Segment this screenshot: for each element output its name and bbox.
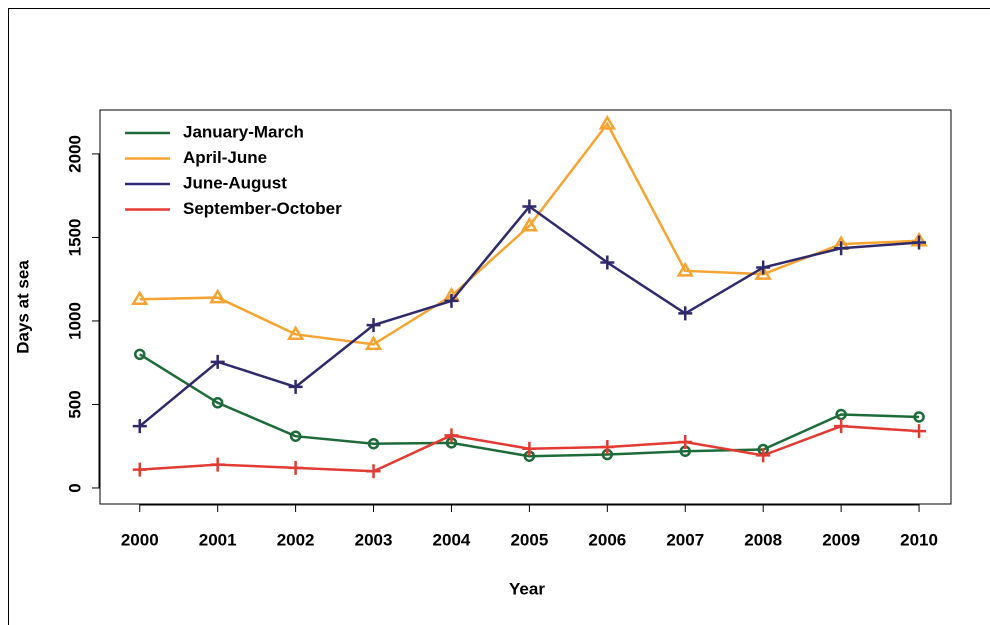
point [288, 460, 303, 475]
x-tick-label: 2005 [510, 530, 548, 549]
x-tick-label: 2002 [277, 530, 315, 549]
point [912, 235, 927, 250]
legend-label: September-October [183, 199, 342, 218]
point [366, 464, 381, 479]
point [913, 411, 925, 423]
legend-label: April-June [183, 148, 267, 167]
x-tick-label: 2004 [433, 530, 471, 549]
point [600, 440, 615, 455]
point [754, 265, 772, 280]
y-tick-label: 1000 [65, 302, 84, 340]
x-tick-label: 2000 [121, 530, 159, 549]
point [678, 435, 693, 450]
series-line [139, 353, 920, 458]
point [208, 288, 227, 304]
figure-frame [8, 8, 990, 625]
point [286, 325, 305, 341]
point [364, 335, 383, 351]
x-tick-label: 2001 [199, 530, 237, 549]
legend-label: June-August [183, 173, 287, 192]
y-axis-label: Days at sea [13, 260, 32, 354]
x-tick-label: 2003 [355, 530, 393, 549]
point [522, 441, 537, 456]
point [912, 424, 927, 439]
point [366, 318, 381, 333]
point [210, 457, 225, 472]
point [132, 462, 147, 477]
point [522, 199, 537, 214]
legend-label: January-March [183, 122, 304, 141]
x-tick-label: 2008 [744, 530, 782, 549]
point [600, 255, 615, 270]
point [598, 114, 617, 130]
point [133, 348, 146, 361]
point [211, 397, 224, 409]
point [834, 419, 849, 434]
x-tick-label: 2009 [822, 530, 860, 549]
point [676, 261, 694, 277]
x-axis-label: Year [509, 579, 545, 598]
x-tick-label: 2010 [900, 530, 938, 549]
point [756, 260, 771, 275]
y-tick-label: 1500 [65, 219, 84, 257]
point [756, 448, 771, 463]
point [131, 290, 149, 305]
series-line [139, 121, 920, 346]
point [289, 430, 302, 442]
y-tick-label: 0 [65, 483, 84, 492]
y-tick-label: 500 [65, 390, 84, 418]
point [444, 293, 459, 308]
point [132, 419, 147, 434]
point [210, 354, 225, 369]
point [288, 379, 303, 394]
point [444, 428, 459, 443]
x-tick-label: 2006 [588, 530, 626, 549]
point [520, 216, 539, 232]
point [678, 306, 693, 321]
point [835, 408, 847, 421]
plot-frame [99, 109, 952, 505]
x-tick-label: 2007 [666, 530, 704, 549]
point [834, 241, 849, 256]
point [367, 437, 380, 450]
y-tick-label: 2000 [65, 135, 84, 173]
